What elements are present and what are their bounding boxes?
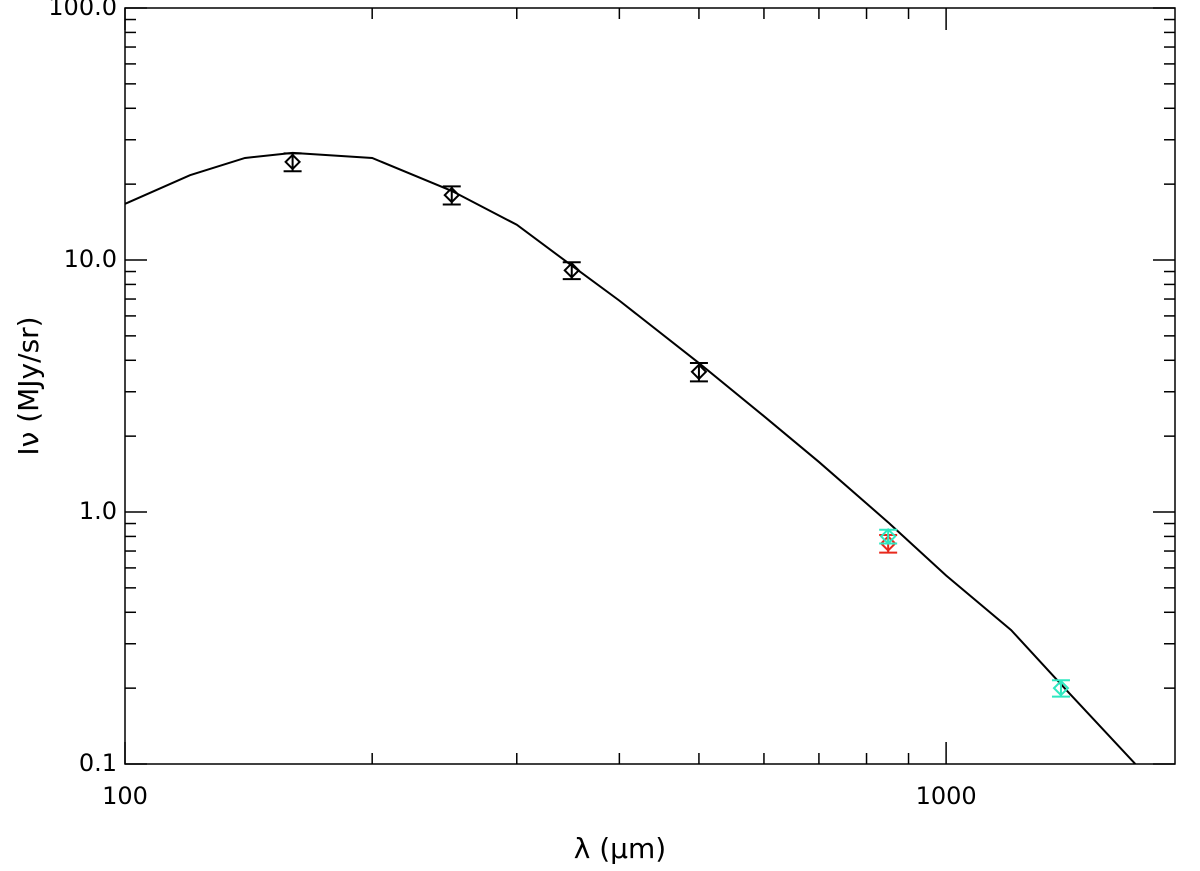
y-axis-title: Iν (MJy/sr) bbox=[12, 316, 45, 455]
y-tick-label: 0.1 bbox=[79, 749, 117, 777]
plot-frame bbox=[124, 7, 1176, 765]
marker bbox=[563, 261, 581, 279]
x-axis-title: λ (μm) bbox=[574, 832, 666, 865]
model-curve bbox=[125, 151, 1137, 764]
marker bbox=[1052, 679, 1070, 697]
x-tick-label: 100 bbox=[102, 782, 148, 810]
y-tick-label: 10.0 bbox=[64, 245, 117, 273]
y-tick-label: 100.0 bbox=[48, 0, 117, 21]
marker bbox=[284, 153, 302, 171]
y-tick-label: 1.0 bbox=[79, 497, 117, 525]
marker bbox=[879, 535, 897, 552]
x-tick-label: 1000 bbox=[916, 782, 977, 810]
marker bbox=[443, 186, 461, 204]
marker bbox=[690, 363, 708, 381]
marker bbox=[879, 528, 897, 545]
